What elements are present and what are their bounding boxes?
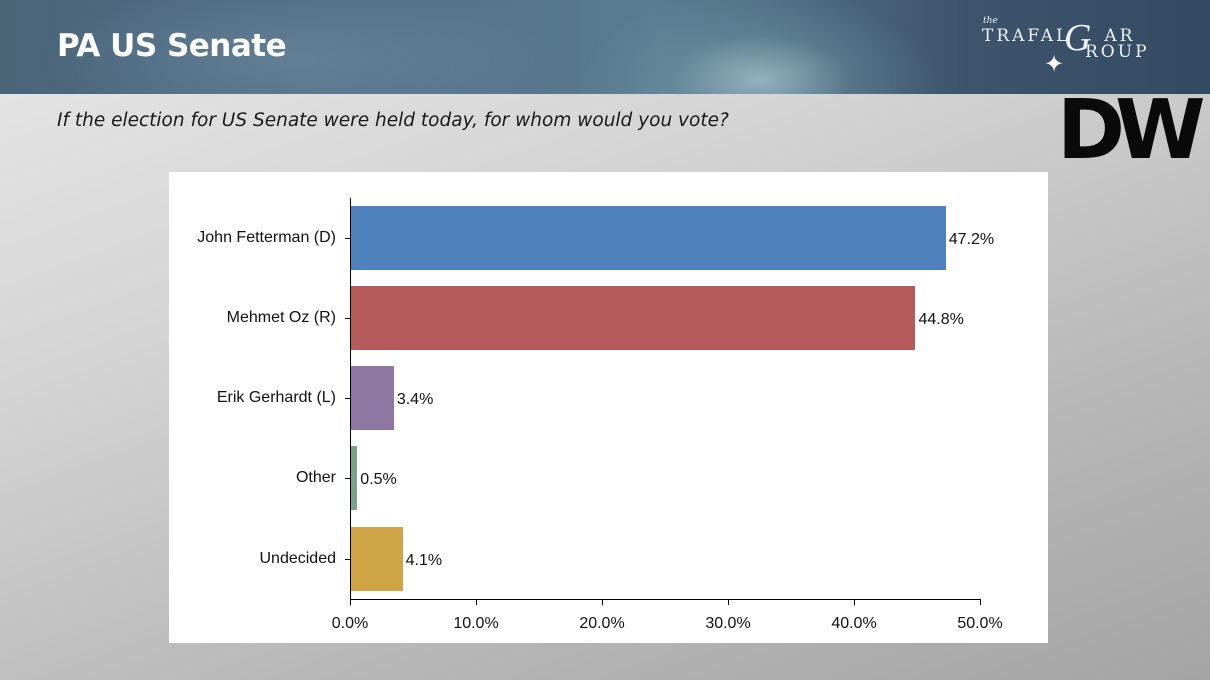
bar bbox=[351, 206, 946, 270]
header-banner: PA US Senate the TRAFAL AR G ROUP ✦ bbox=[0, 0, 1210, 94]
page-title: PA US Senate bbox=[57, 28, 287, 64]
bar bbox=[351, 366, 394, 430]
bar bbox=[351, 446, 358, 510]
category-label: Other bbox=[295, 469, 336, 486]
x-tick-label: 10.0% bbox=[453, 615, 499, 632]
brand-group-text: ROUP bbox=[1085, 42, 1150, 62]
bar-value-label: 3.4% bbox=[396, 391, 434, 408]
question-text: If the election for US Senate were held … bbox=[57, 110, 729, 131]
y-tick bbox=[345, 238, 350, 239]
x-tick bbox=[350, 599, 351, 605]
bar bbox=[351, 527, 403, 591]
x-tick bbox=[854, 599, 855, 605]
brand-g-glyph: G bbox=[1064, 17, 1092, 59]
brand-the-text: the bbox=[983, 16, 998, 26]
x-tick bbox=[476, 599, 477, 605]
bar-value-label: 44.8% bbox=[918, 311, 964, 328]
compass-star-icon: ✦ bbox=[1044, 50, 1065, 78]
x-tick-label: 50.0% bbox=[957, 615, 1003, 632]
y-tick bbox=[345, 559, 350, 560]
x-tick-label: 0.0% bbox=[331, 615, 369, 632]
bar-value-label: 0.5% bbox=[360, 471, 397, 488]
x-tick-label: 30.0% bbox=[705, 615, 751, 632]
trafalgar-group-logo: the TRAFAL AR G ROUP ✦ bbox=[980, 16, 1170, 82]
bar bbox=[351, 286, 916, 350]
x-tick bbox=[728, 599, 729, 605]
category-label: John Fetterman (D) bbox=[197, 229, 336, 246]
category-label: Undecided bbox=[259, 550, 337, 567]
x-axis bbox=[350, 599, 981, 600]
dw-logo: DW bbox=[1057, 83, 1206, 178]
x-tick bbox=[602, 599, 603, 605]
category-label: Mehmet Oz (R) bbox=[226, 309, 336, 326]
x-tick-label: 20.0% bbox=[579, 615, 625, 632]
bar-value-label: 47.2% bbox=[948, 231, 995, 248]
y-axis bbox=[350, 198, 351, 600]
bar-chart: 0.0% 10.0% 20.0% 30.0% 40.0% 50.0% John Fette… bbox=[169, 172, 1048, 643]
category-label: Erik Gerhardt (L) bbox=[216, 389, 336, 406]
y-tick bbox=[345, 318, 350, 319]
x-tick-label: 40.0% bbox=[831, 615, 877, 632]
bar-value-label: 4.1% bbox=[405, 552, 443, 569]
y-tick bbox=[345, 478, 350, 479]
x-tick bbox=[980, 599, 981, 605]
brand-trafal-text: TRAFAL AR bbox=[982, 26, 1136, 46]
y-tick bbox=[345, 398, 350, 399]
